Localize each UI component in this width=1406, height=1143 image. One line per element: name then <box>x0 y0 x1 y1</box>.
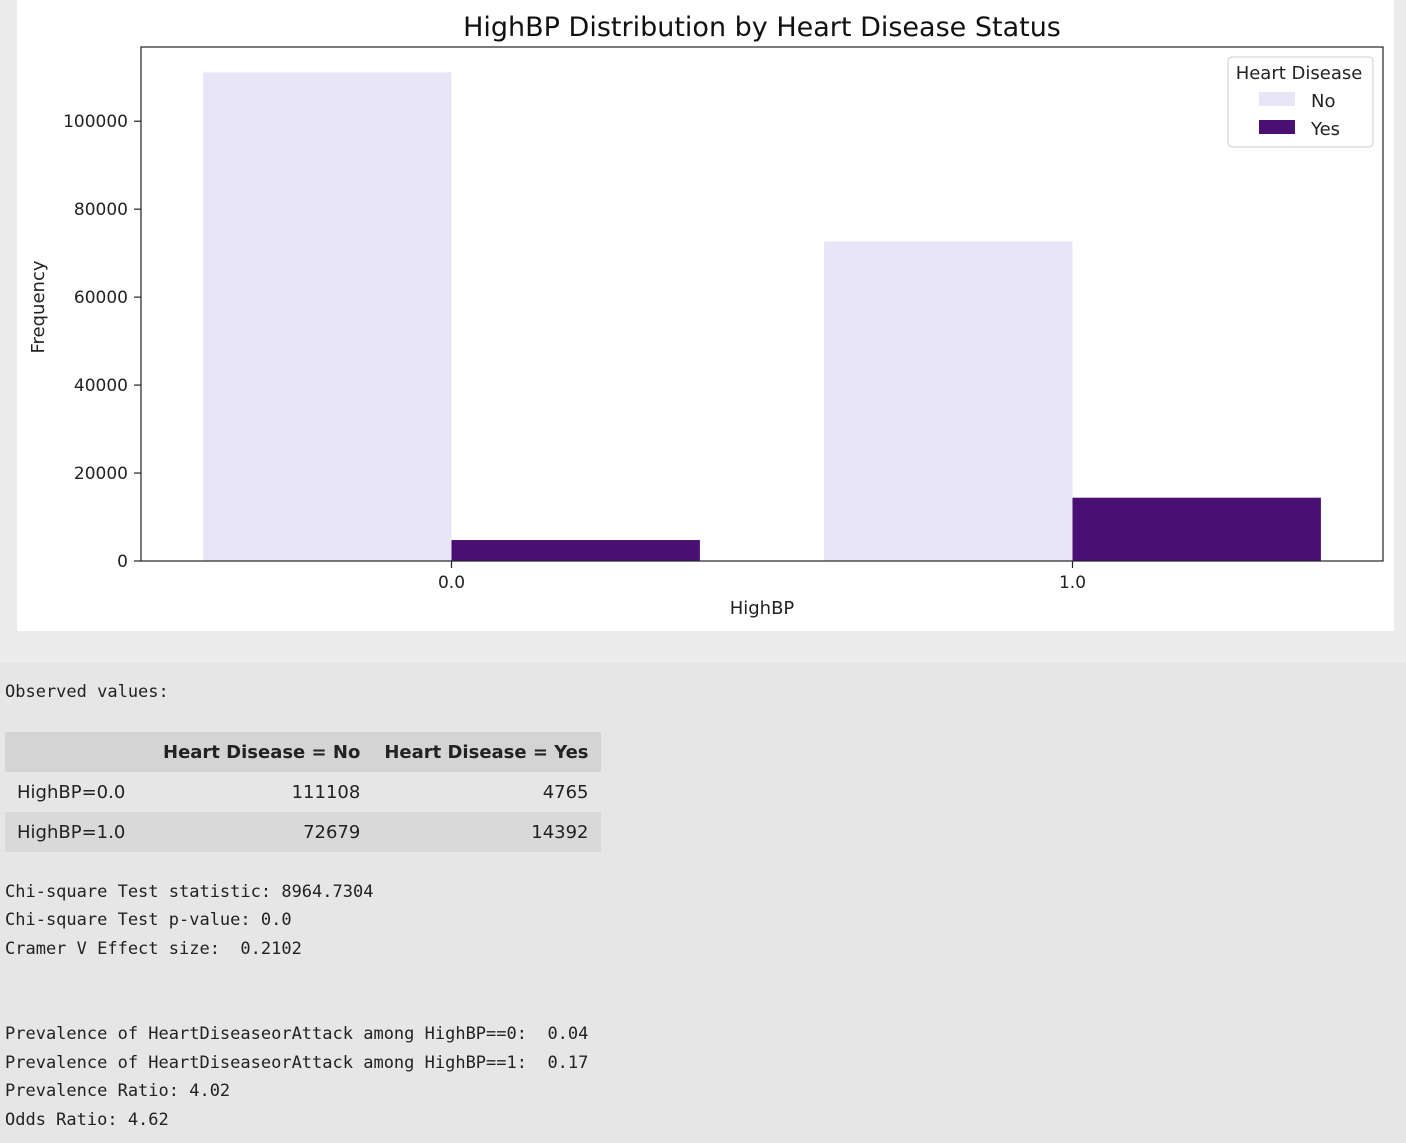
table-row: HighBP=1.0 72679 14392 <box>5 812 601 852</box>
legend-swatch-no <box>1259 92 1295 106</box>
x-axis-label: HighBP <box>730 598 795 619</box>
bar-yes-1.0 <box>1072 497 1321 561</box>
table-header-yes: Heart Disease = Yes <box>372 732 601 772</box>
legend-label-no: No <box>1311 91 1335 112</box>
y-tick-label: 20000 <box>74 464 128 484</box>
table-row: HighBP=0.0 111108 4765 <box>5 772 601 812</box>
observed-values-table: Heart Disease = No Heart Disease = Yes H… <box>5 732 601 852</box>
table-header-corner <box>5 732 151 772</box>
y-tick-label: 60000 <box>74 288 128 308</box>
y-tick-label: 100000 <box>63 112 128 132</box>
chart-title: HighBP Distribution by Heart Disease Sta… <box>463 12 1061 43</box>
x-tick-label: 0.0 <box>438 573 465 593</box>
legend-label-yes: Yes <box>1310 119 1340 140</box>
x-tick-label: 1.0 <box>1059 573 1086 593</box>
cell-yes: 14392 <box>372 812 601 852</box>
table-header-row: Heart Disease = No Heart Disease = Yes <box>5 732 601 772</box>
y-tick-label: 40000 <box>74 376 128 396</box>
text-output: Observed values: Heart Disease = No Hear… <box>0 664 1406 1143</box>
cell-no: 72679 <box>151 812 373 852</box>
plot-output: 0 20000 40000 60000 80000 100000 0.0 1.0 HighB… <box>17 0 1394 631</box>
odds-ratio: Odds Ratio: 4.62 <box>5 1110 169 1130</box>
cramer-v-effect-size: Cramer V Effect size: 0.2102 <box>5 939 302 959</box>
chi-square-p-value: Chi-square Test p-value: 0.0 <box>5 910 292 930</box>
legend: Heart Disease No Yes <box>1227 56 1374 148</box>
y-axis-label: Frequency <box>28 260 49 353</box>
prevalence-highbp-1: Prevalence of HeartDiseaseorAttack among… <box>5 1053 589 1073</box>
bar-yes-0.0 <box>451 540 700 561</box>
x-axis-ticks: 0.0 1.0 <box>438 561 1086 593</box>
legend-title: Heart Disease <box>1236 63 1363 84</box>
row-label: HighBP=1.0 <box>5 812 151 852</box>
y-axis-ticks: 0 20000 40000 60000 80000 100000 <box>63 112 141 572</box>
y-tick-label: 0 <box>117 552 128 572</box>
cell-no: 111108 <box>151 772 373 812</box>
legend-swatch-yes <box>1259 120 1295 134</box>
axes-frame <box>140 46 1384 562</box>
y-tick-label: 80000 <box>74 200 128 220</box>
bar-no-0.0 <box>203 72 452 562</box>
observed-values-label: Observed values: <box>5 682 169 702</box>
prevalence-highbp-0: Prevalence of HeartDiseaseorAttack among… <box>5 1024 589 1044</box>
row-label: HighBP=0.0 <box>5 772 151 812</box>
chi-square-statistic: Chi-square Test statistic: 8964.7304 <box>5 882 374 902</box>
bar-no-1.0 <box>824 241 1073 561</box>
bars <box>203 72 1321 562</box>
table-header-no: Heart Disease = No <box>151 732 373 772</box>
bar-chart: 0 20000 40000 60000 80000 100000 0.0 1.0 HighB… <box>17 0 1394 631</box>
prevalence-ratio: Prevalence Ratio: 4.02 <box>5 1081 231 1101</box>
cell-yes: 4765 <box>372 772 601 812</box>
